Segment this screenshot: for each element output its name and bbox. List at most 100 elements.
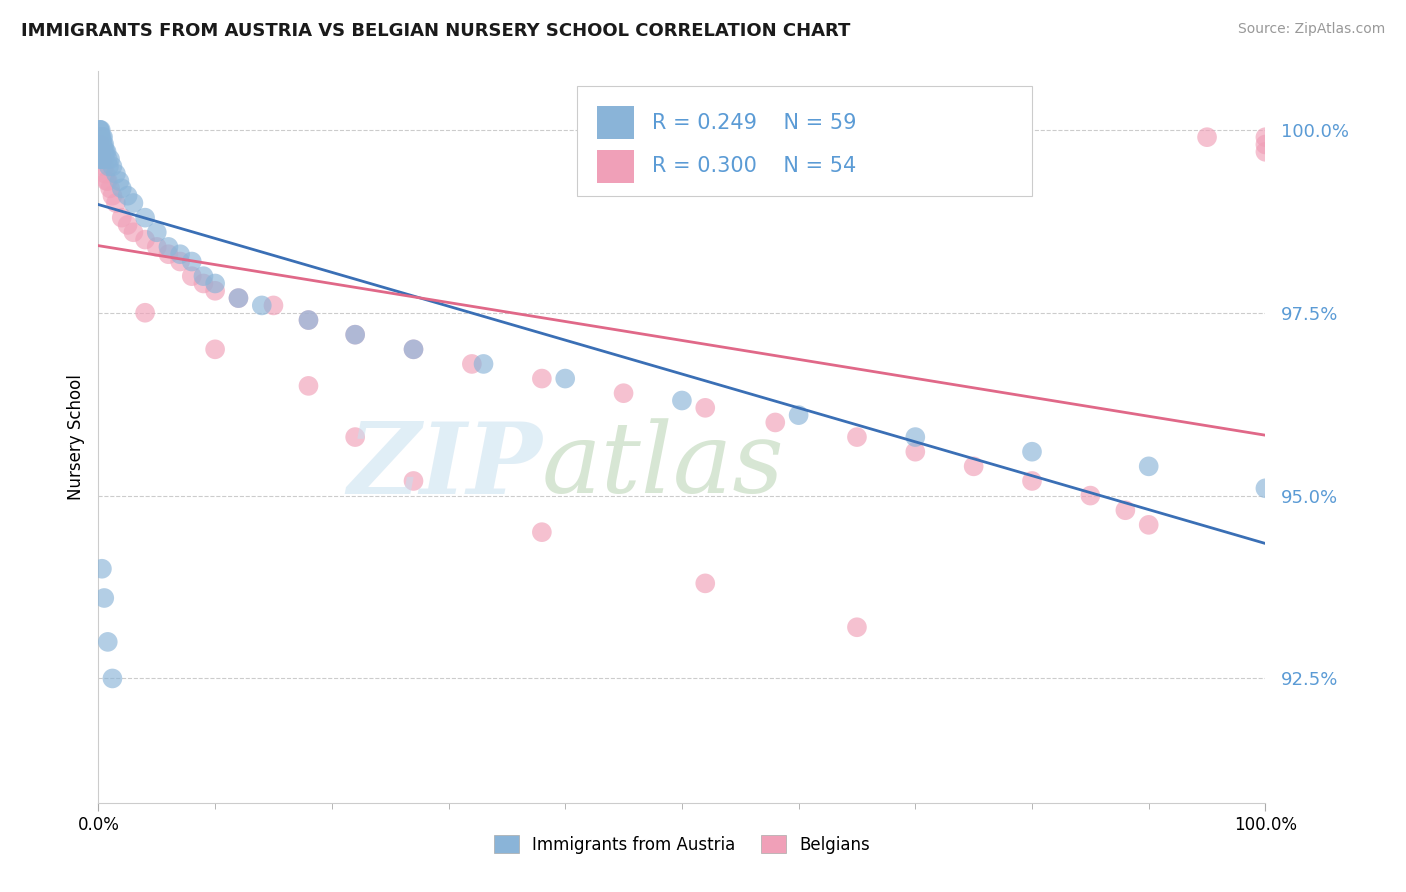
Point xyxy=(90,137,112,152)
Point xyxy=(1021,474,1043,488)
Point xyxy=(146,225,169,239)
Point xyxy=(101,160,124,174)
Point xyxy=(846,620,869,634)
Point xyxy=(91,145,114,159)
Text: IMMIGRANTS FROM AUSTRIA VS BELGIAN NURSERY SCHOOL CORRELATION CHART: IMMIGRANTS FROM AUSTRIA VS BELGIAN NURSE… xyxy=(21,22,851,40)
Point xyxy=(89,130,111,145)
Point xyxy=(1080,489,1102,503)
Point xyxy=(94,145,117,159)
Point xyxy=(846,430,869,444)
Point xyxy=(1254,130,1277,145)
Point xyxy=(108,174,131,188)
Point xyxy=(91,137,114,152)
Point xyxy=(763,416,786,430)
Point xyxy=(111,211,134,225)
Point xyxy=(1137,459,1160,474)
FancyBboxPatch shape xyxy=(596,106,634,139)
Point xyxy=(91,130,114,145)
Point xyxy=(96,145,118,159)
Text: Source: ZipAtlas.com: Source: ZipAtlas.com xyxy=(1237,22,1385,37)
Point xyxy=(193,269,215,284)
Point xyxy=(695,576,717,591)
Legend: Immigrants from Austria, Belgians: Immigrants from Austria, Belgians xyxy=(488,829,876,860)
Point xyxy=(97,174,120,188)
Point xyxy=(204,277,226,291)
Point xyxy=(1254,137,1277,152)
Point xyxy=(402,343,425,357)
Point xyxy=(787,408,810,422)
Point xyxy=(344,430,367,444)
Point xyxy=(90,123,112,137)
Point xyxy=(89,130,111,145)
Point xyxy=(134,306,156,320)
Point xyxy=(90,562,112,576)
Point xyxy=(1114,503,1136,517)
Point xyxy=(297,313,319,327)
Point xyxy=(250,298,273,312)
Point xyxy=(90,152,112,166)
Point xyxy=(96,174,118,188)
Point xyxy=(89,145,111,159)
Point xyxy=(962,459,984,474)
Point xyxy=(97,635,120,649)
Point xyxy=(262,298,284,312)
Point xyxy=(90,130,112,145)
Point xyxy=(904,430,927,444)
Point xyxy=(134,211,156,225)
Point xyxy=(101,672,124,686)
Point xyxy=(402,474,425,488)
Point xyxy=(180,269,202,284)
Point xyxy=(695,401,717,415)
Point xyxy=(111,181,134,195)
Point xyxy=(89,130,111,145)
Point xyxy=(97,152,120,166)
Point xyxy=(228,291,250,305)
Point xyxy=(297,379,319,393)
Point xyxy=(146,240,169,254)
Point xyxy=(530,525,553,540)
Point xyxy=(101,188,124,202)
Point xyxy=(93,137,115,152)
Point xyxy=(93,160,115,174)
Point xyxy=(89,123,111,137)
Point xyxy=(344,327,367,342)
Point xyxy=(90,145,112,159)
Point xyxy=(90,145,112,159)
Text: R = 0.249    N = 59: R = 0.249 N = 59 xyxy=(651,112,856,133)
Point xyxy=(122,196,145,211)
Point xyxy=(90,145,112,159)
Point xyxy=(1254,145,1277,159)
Point xyxy=(554,371,576,385)
Point xyxy=(90,130,112,145)
Text: R = 0.300    N = 54: R = 0.300 N = 54 xyxy=(651,156,856,177)
Point xyxy=(93,152,115,166)
Point xyxy=(93,591,115,605)
Point xyxy=(89,137,111,152)
Point xyxy=(89,137,111,152)
Point xyxy=(180,254,202,268)
Point xyxy=(98,181,121,195)
Point xyxy=(134,233,156,247)
Point xyxy=(90,137,112,152)
Point xyxy=(89,130,111,145)
Text: atlas: atlas xyxy=(541,418,785,514)
Point xyxy=(89,152,111,166)
Point xyxy=(90,145,112,159)
Point xyxy=(90,137,112,152)
Y-axis label: Nursery School: Nursery School xyxy=(66,374,84,500)
Point xyxy=(204,343,226,357)
Point xyxy=(89,145,111,159)
Point xyxy=(204,284,226,298)
Point xyxy=(104,196,127,211)
Point xyxy=(93,145,115,159)
Point xyxy=(104,167,127,181)
Point xyxy=(344,327,367,342)
Point xyxy=(169,247,191,261)
Point xyxy=(90,152,112,166)
Point xyxy=(1195,130,1218,145)
Point xyxy=(97,160,120,174)
Point xyxy=(1137,517,1160,532)
Point xyxy=(1254,481,1277,495)
FancyBboxPatch shape xyxy=(596,150,634,183)
Point xyxy=(89,123,111,137)
